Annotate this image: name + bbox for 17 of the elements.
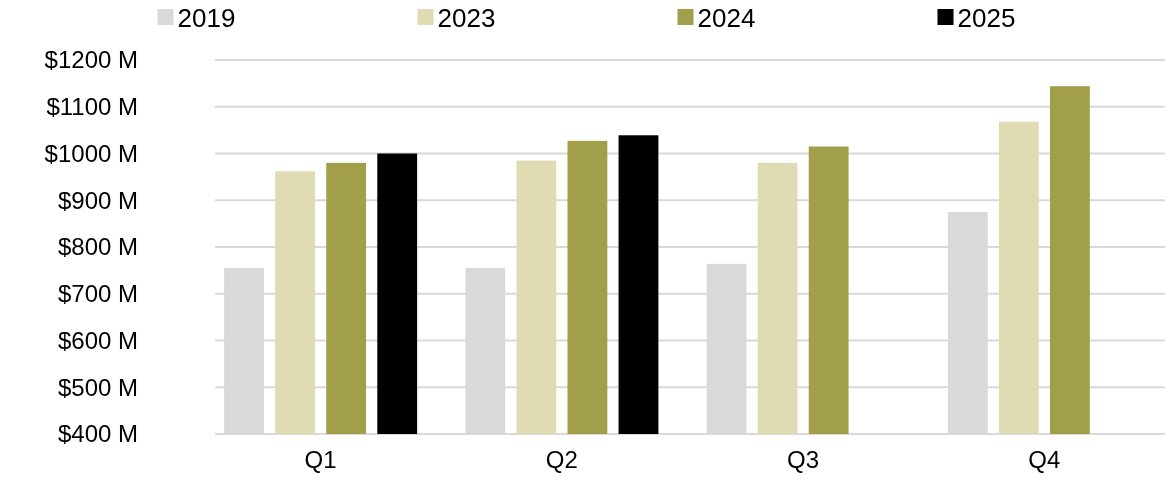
x-tick-label: Q1 — [304, 446, 337, 473]
legend-label: 2019 — [177, 3, 236, 34]
y-tick-label: $500 M — [57, 373, 138, 401]
y-tick-label: $600 M — [57, 326, 138, 354]
y-tick-label: $1200 M — [44, 46, 138, 74]
y-tick-label: $1000 M — [44, 139, 138, 167]
y-tick-label: $900 M — [57, 186, 138, 214]
x-tick-label: Q2 — [545, 446, 578, 473]
x-tick-label: Q4 — [1028, 446, 1061, 473]
y-tick-label: $400 M — [57, 420, 138, 448]
legend-label: 2023 — [437, 3, 496, 34]
legend-label: 2025 — [957, 3, 1016, 34]
y-tick-label: $800 M — [57, 233, 138, 261]
y-tick-label: $700 M — [57, 280, 138, 308]
legend-label: 2024 — [697, 3, 756, 34]
x-tick-label: Q3 — [787, 446, 820, 473]
y-tick-label: $1100 M — [46, 93, 138, 121]
